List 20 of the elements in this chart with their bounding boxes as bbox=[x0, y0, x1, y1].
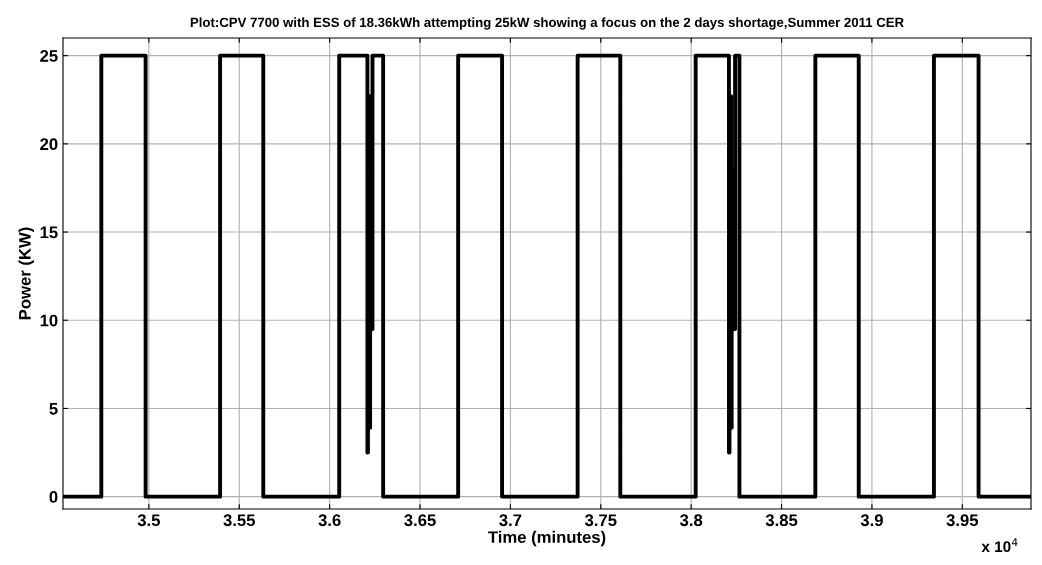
x-tick-label: 3.65 bbox=[404, 514, 436, 527]
y-tick-label: 5 bbox=[49, 403, 58, 415]
y-tick-label: 10 bbox=[40, 314, 58, 327]
y-tick-label: 25 bbox=[40, 50, 58, 62]
x-tick-label: 3.75 bbox=[584, 514, 617, 527]
x-tick-label: 3.9 bbox=[860, 514, 883, 527]
text: x 10$^{4}$ bbox=[981, 538, 1018, 553]
x-tick-label: 3.55 bbox=[223, 514, 255, 527]
y-tick-label: 15 bbox=[40, 226, 58, 239]
x-tick-label: 3.5 bbox=[137, 514, 160, 527]
chart-title: Plot:CPV 7700 with ESS of 18.36kWh attempting 25kW showing a focus on the 2 days shortage,Summer 2011 CER bbox=[190, 17, 904, 30]
x-tick-label: 3.95 bbox=[946, 514, 979, 527]
x-tick-label: 3.8 bbox=[679, 514, 703, 527]
x-tick-label: 3.7 bbox=[499, 514, 522, 527]
y-axis-title: Power (KW) bbox=[18, 227, 35, 320]
x-tick-label: 3.6 bbox=[318, 514, 341, 527]
y-tick-label: 20 bbox=[40, 138, 58, 151]
x-tick-label: 3.85 bbox=[765, 514, 798, 527]
y-tick-label: 0 bbox=[49, 491, 58, 503]
x-axis-title: Time (minutes) bbox=[488, 530, 606, 547]
